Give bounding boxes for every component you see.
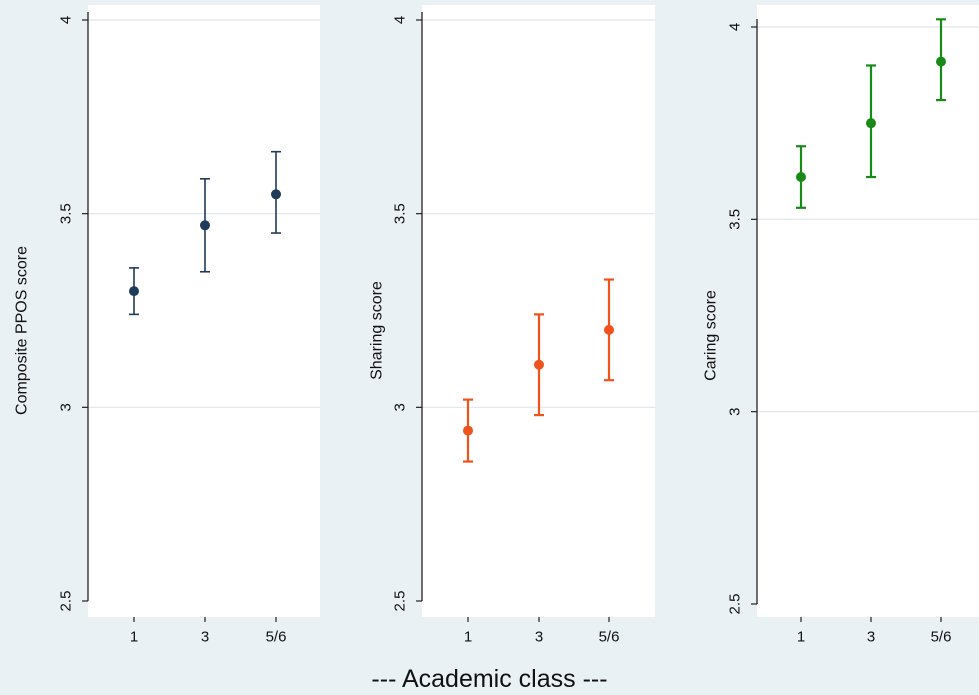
y-tick-label: 2.5 [727, 594, 744, 615]
data-point [796, 172, 806, 183]
y-tick-label: 3 [58, 403, 75, 411]
data-point [200, 220, 210, 231]
data-point [866, 118, 876, 129]
x-axis-shared-label: --- Academic class --- [371, 665, 608, 693]
y-tick-label: 3.5 [392, 203, 409, 224]
plot-area [88, 5, 320, 617]
y-tick-label: 3 [727, 407, 744, 415]
y-tick-label: 2.5 [392, 591, 409, 612]
y-tick-label: 2.5 [58, 591, 75, 612]
x-tick-label: 1 [797, 629, 805, 646]
x-tick-label: 5/6 [266, 629, 287, 646]
y-tick-label: 4 [58, 16, 75, 24]
data-point [271, 189, 281, 200]
plot-area [422, 5, 655, 617]
x-tick-label: 1 [464, 629, 472, 646]
x-tick-label: 5/6 [599, 629, 620, 646]
panel-composite: 2.5 3 3.5 4 Composite PPOS score 1 3 5/6 [5, 5, 323, 655]
x-tick-label: 3 [201, 629, 209, 646]
x-tick-label: 3 [867, 629, 875, 646]
y-axis-label: Sharing score [369, 281, 386, 380]
data-point [604, 324, 614, 335]
y-tick-label: 4 [392, 16, 409, 24]
data-point [936, 56, 946, 67]
y-tick-label: 3 [392, 403, 409, 411]
panel-sharing: 2.5 3 3.5 4 Sharing score 1 3 5/6 [325, 5, 655, 655]
plot-area [757, 5, 979, 617]
data-point [463, 425, 473, 436]
y-axis-label: Composite PPOS score [14, 246, 31, 415]
data-point [129, 286, 139, 297]
y-axis-label: Caring score [703, 290, 720, 381]
panel-caring: 2.5 3 3.5 4 Caring score 1 3 5/6 [657, 5, 979, 655]
y-tick-label: 3.5 [727, 209, 744, 230]
y-tick-label: 3.5 [58, 203, 75, 224]
y-tick-label: 4 [727, 23, 744, 31]
data-point [534, 359, 544, 370]
x-tick-label: 3 [535, 629, 543, 646]
x-tick-label: 5/6 [931, 629, 952, 646]
x-tick-label: 1 [130, 629, 138, 646]
